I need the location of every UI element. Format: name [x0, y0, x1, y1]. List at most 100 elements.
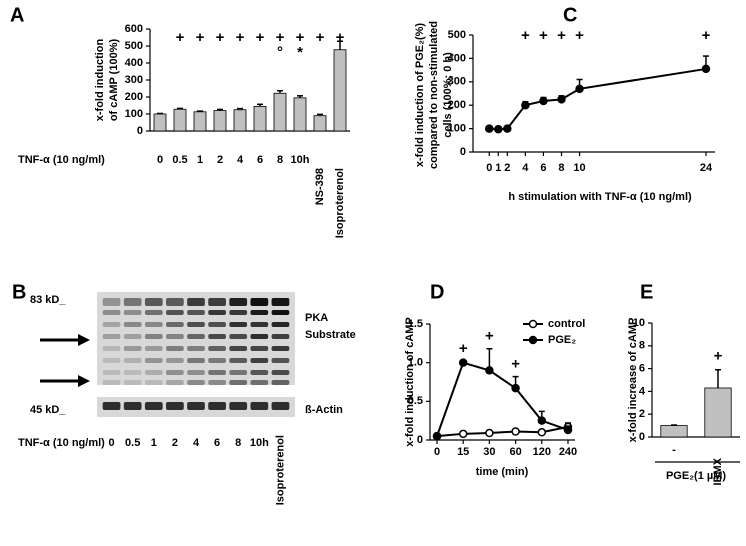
lane-label: 6 [214, 437, 220, 449]
blot-band [144, 370, 163, 375]
y-tick-label: 6 [639, 363, 645, 375]
significance-mark: + [316, 29, 325, 46]
x-tick-label: 15 [457, 446, 469, 458]
marker [485, 428, 494, 438]
blot-band [144, 310, 163, 315]
blot-band [144, 402, 163, 410]
blot-band [250, 322, 269, 327]
blot-band [229, 380, 248, 385]
blot-band [271, 358, 290, 363]
y-tick-label: 8 [639, 340, 645, 352]
blot-band [271, 380, 290, 385]
x-axis-label: TNF-α (10 ng/ml) [18, 437, 105, 449]
blot-band [229, 346, 248, 351]
blot-band [187, 380, 205, 385]
blot-band [144, 346, 163, 351]
marker [458, 429, 468, 439]
group-label: PGE₂(1 µM) [666, 470, 726, 482]
panel-letter: A [10, 4, 24, 26]
significance-mark: + [216, 29, 225, 46]
y-axis-label: x-fold induction [94, 38, 106, 121]
blot-band [166, 358, 184, 363]
blot-band [102, 370, 121, 375]
significance-mark: ° [277, 44, 283, 61]
blot-band [123, 298, 142, 306]
blot-band [208, 334, 226, 339]
legend-marker [528, 319, 538, 329]
y-tick-label: 0 [639, 431, 645, 443]
blot-band [166, 380, 184, 385]
y-axis-label: cells (100%; 0 h) [442, 52, 454, 138]
bar [333, 49, 347, 132]
blot-band [187, 346, 205, 351]
y-axis-label: x-fold induction of cAMP [404, 317, 416, 447]
lane-label: 8 [235, 437, 241, 449]
marker [563, 425, 573, 435]
legend-marker [528, 335, 538, 345]
significance-mark: + [511, 356, 520, 373]
blot-band [166, 310, 184, 315]
y-axis-label: x-fold increase of cAMP [627, 318, 639, 443]
blot-band [123, 322, 142, 327]
blot-band [250, 298, 269, 306]
blot-band [102, 380, 121, 385]
bar [293, 97, 307, 132]
y-tick-label: 600 [125, 23, 143, 35]
y-tick-label: 100 [125, 108, 143, 120]
marker [537, 428, 547, 437]
blot-label: Substrate [305, 329, 356, 341]
blot-band [187, 370, 205, 375]
blot-band [102, 334, 121, 339]
significance-mark: + [459, 340, 468, 357]
blot-band [271, 334, 290, 339]
marker [432, 431, 442, 441]
x-tick-label: 8 [558, 162, 564, 174]
panel-letter: D [430, 281, 444, 303]
y-tick-label: 0.5 [408, 395, 423, 407]
significance-mark: + [256, 29, 265, 46]
marker [537, 416, 547, 425]
blot-band [187, 310, 205, 315]
blot-band [229, 322, 248, 327]
significance-mark: + [702, 27, 711, 44]
y-tick-label: 0 [460, 146, 466, 158]
blot-band [250, 310, 269, 315]
blot-band [102, 358, 121, 363]
x-tick-label: 10 [573, 162, 585, 174]
lane-label: Isoproterenol [274, 435, 286, 505]
y-tick-label: 300 [448, 76, 466, 88]
blot-band [123, 346, 142, 351]
legend-label: PGE₂ [548, 334, 576, 346]
significance-mark: + [276, 29, 285, 46]
marker [701, 64, 711, 74]
x-tick-label: 30 [483, 446, 495, 458]
blot-band [187, 334, 205, 339]
y-tick-label: 400 [125, 57, 143, 69]
blot-band [187, 402, 205, 410]
blot-band [144, 380, 163, 385]
blot-band [229, 402, 248, 410]
marker [511, 383, 520, 393]
x-tick-label: 0 [157, 154, 163, 166]
blot-band [208, 298, 226, 306]
blot-band [123, 358, 142, 363]
blot-band [271, 346, 290, 351]
blot-band [123, 380, 142, 385]
blot-band [271, 322, 290, 327]
line [489, 67, 707, 131]
bar [313, 115, 327, 132]
blot-band [271, 310, 290, 315]
x-tick-label: 4 [237, 154, 244, 166]
blot-band [229, 310, 248, 315]
blot-band [208, 346, 226, 351]
x-tick-label: NS-398 [314, 168, 326, 205]
blot-band [123, 310, 142, 315]
blot-band [208, 310, 226, 315]
x-tick-label: 120 [533, 446, 551, 458]
bar [704, 387, 732, 438]
blot-band [123, 402, 142, 410]
bar [173, 108, 187, 132]
lane-label: 2 [172, 437, 178, 449]
y-axis-label: x-fold induction of PGE₂(%) [414, 23, 426, 168]
